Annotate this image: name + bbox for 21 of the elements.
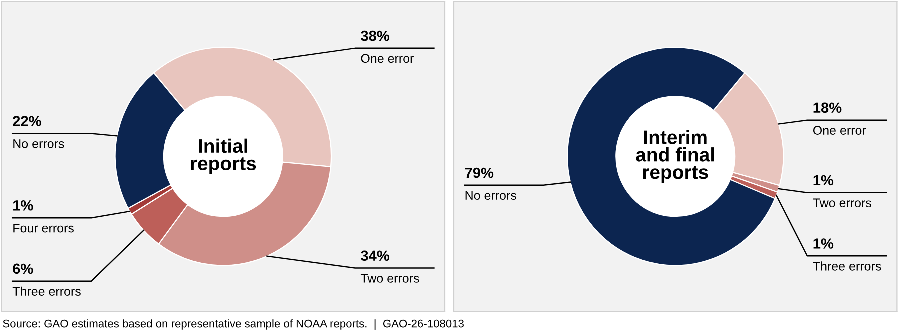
- slice-label: No errors: [466, 191, 516, 200]
- slice-label: One error: [813, 126, 866, 135]
- data-label: 6%: [13, 264, 34, 274]
- slice-label: One error: [361, 54, 414, 64]
- data-label: 1%: [14, 200, 34, 211]
- data-label: 1%: [814, 238, 834, 249]
- data-label: 34%: [361, 250, 390, 262]
- source-note: Source: GAO estimates based on representative sample of NOAA reports. | GAO-26-108013: [3, 320, 464, 330]
- text: Initial reports: [191, 138, 256, 174]
- slice-label: Three errors: [813, 262, 882, 271]
- slice-label: Three errors: [12, 286, 81, 296]
- slice-label: Two errors: [360, 274, 420, 283]
- text: Interim and final reports: [636, 130, 714, 184]
- slice-label: No errors: [14, 140, 64, 148]
- slice-label: Four errors: [14, 224, 74, 233]
- data-label: 38%: [361, 30, 390, 42]
- data-label: 79%: [465, 168, 494, 178]
- data-label: 18%: [814, 102, 842, 114]
- slice-label: Two errors: [813, 198, 872, 208]
- data-label: 1%: [814, 175, 834, 186]
- data-label: 22%: [13, 116, 42, 126]
